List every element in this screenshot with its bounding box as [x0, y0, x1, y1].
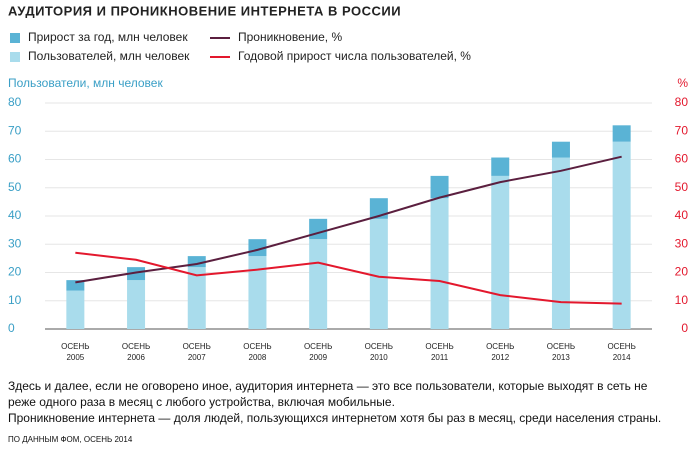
y-tick-label: 20	[8, 265, 22, 279]
bar-segment	[491, 175, 510, 329]
y2-tick-label: 60	[675, 152, 689, 166]
y-tick-label: 10	[8, 293, 22, 307]
y-tick-label: 70	[8, 123, 22, 137]
y2-tick-label: 10	[675, 293, 689, 307]
y2-tick-label: 30	[675, 236, 689, 250]
legend-swatch	[10, 52, 20, 62]
bar-segment	[491, 157, 510, 176]
y2-tick-label: 50	[675, 180, 689, 194]
bar-segment	[127, 280, 146, 329]
y-tick-label: 30	[8, 236, 22, 250]
bar-segment	[430, 175, 449, 199]
bar-segment	[551, 157, 570, 329]
line	[75, 251, 622, 305]
y-tick-label: 0	[8, 321, 15, 335]
y2-tick-label: 70	[675, 123, 689, 137]
y-axis-title: Пользователи, млн человек	[8, 76, 163, 90]
x-tick-label: ОСЕНЬ 2009	[303, 342, 333, 362]
bar-segment	[248, 256, 267, 329]
x-tick-label: ОСЕНЬ 2006	[121, 342, 151, 362]
note: Здесь и далее, если не оговорено иное, а…	[8, 379, 648, 409]
bar-segment	[430, 198, 449, 329]
bar-segment	[551, 141, 570, 158]
bar-segment	[66, 290, 85, 329]
bar-segment	[66, 280, 85, 291]
y-tick-label: 60	[8, 152, 22, 166]
bar-segment	[309, 239, 328, 329]
x-tick-label: ОСЕНЬ 2005	[61, 342, 90, 362]
y2-tick-label: 0	[681, 321, 688, 335]
y-tick-label: 50	[8, 180, 22, 194]
bar-segment	[127, 267, 146, 281]
line	[75, 155, 622, 284]
x-tick-label: ОСЕНЬ 2010	[364, 342, 394, 362]
y-tick-label: 40	[8, 208, 22, 222]
bar-segment	[612, 141, 631, 329]
x-tick-label: ОСЕНЬ 2014	[607, 342, 636, 362]
source: ПО ДАННЫМ ФОМ, ОСЕНЬ 2014	[8, 435, 133, 444]
bar-segment	[187, 256, 206, 268]
y2-axis-title: %	[677, 76, 688, 90]
legend-label: Годовой прирост числа пользователей, %	[238, 49, 471, 63]
bar-segment	[309, 218, 328, 240]
y2-tick-label: 80	[675, 95, 689, 109]
y2-tick-label: 40	[675, 208, 689, 222]
bar-segment	[612, 125, 631, 142]
x-tick-label: ОСЕНЬ 2008	[243, 342, 272, 362]
x-tick-label: ОСЕНЬ 2007	[182, 342, 211, 362]
x-tick-label: ОСЕНЬ 2011	[425, 342, 454, 362]
legend-swatch	[10, 33, 20, 43]
note: Проникновение интернета — доля людей, по…	[8, 411, 662, 425]
y2-tick-label: 20	[675, 265, 689, 279]
legend-label: Прирост за год, млн человек	[28, 30, 188, 44]
y-tick-label: 80	[8, 95, 22, 109]
x-tick-label: ОСЕНЬ 2012	[486, 342, 515, 362]
legend-label: Проникновение, %	[238, 30, 342, 44]
bar-segment	[187, 267, 206, 329]
legend-label: Пользователей, млн человек	[28, 49, 190, 63]
chart-title: АУДИТОРИЯ И ПРОНИКНОВЕНИЕ ИНТЕРНЕТА В РО…	[8, 3, 401, 18]
bar-segment	[369, 218, 388, 329]
x-tick-label: ОСЕНЬ 2013	[546, 342, 576, 362]
